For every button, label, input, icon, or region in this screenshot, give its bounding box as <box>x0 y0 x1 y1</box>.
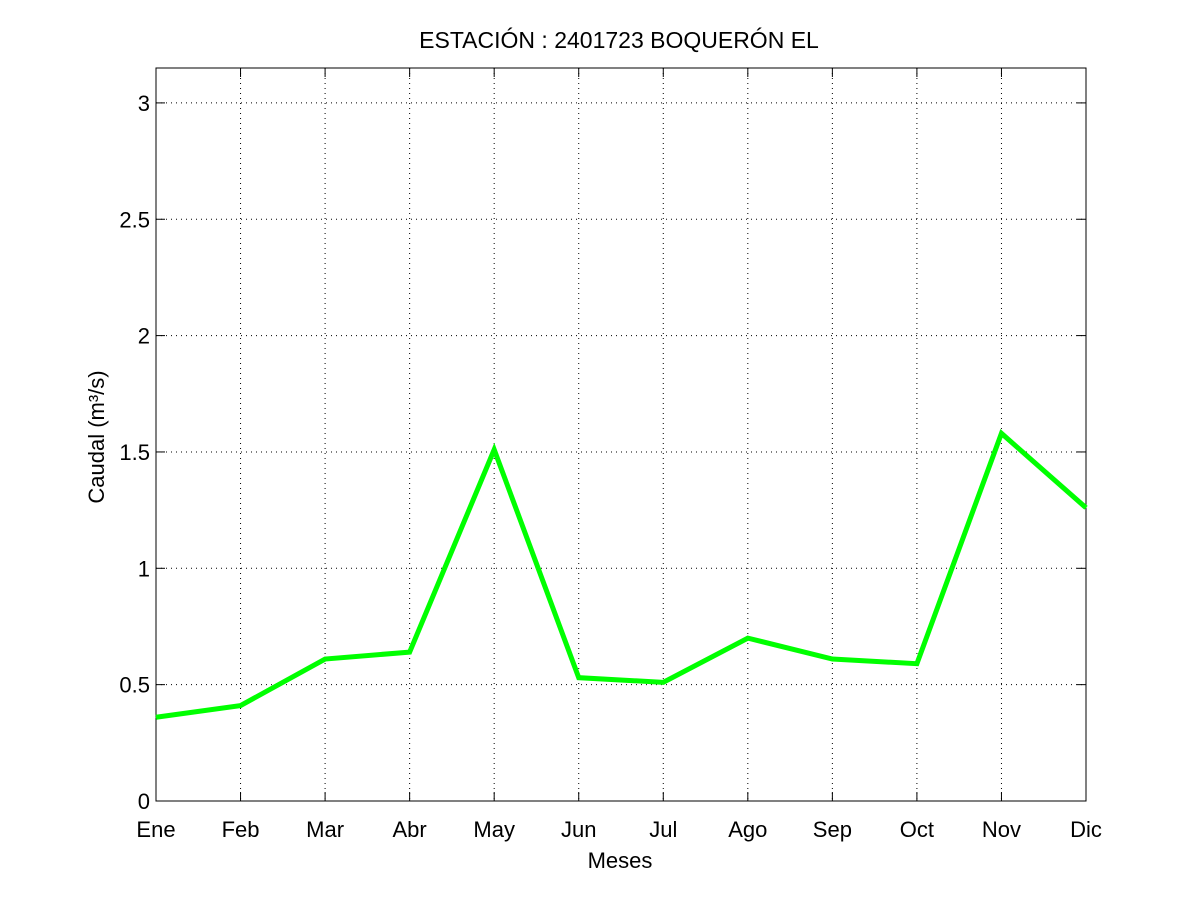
y-tick-label: 0 <box>138 789 150 814</box>
data-point <box>155 716 157 718</box>
y-tick-label: 3 <box>138 91 150 116</box>
x-tick-label: Ago <box>728 817 767 842</box>
data-point <box>1000 432 1002 434</box>
data-point <box>409 651 411 653</box>
x-tick-label: May <box>473 817 515 842</box>
data-point <box>578 677 580 679</box>
series-line <box>155 429 1088 720</box>
data-point <box>831 658 833 660</box>
y-tick-label: 2.5 <box>119 207 150 232</box>
x-tick-label: Abr <box>393 817 427 842</box>
x-tick-label: Mar <box>306 817 344 842</box>
data-point <box>493 449 495 451</box>
grid-lines <box>156 68 1086 801</box>
series-layer <box>155 429 1088 720</box>
data-point <box>747 637 749 639</box>
y-tick-label: 0.5 <box>119 673 150 698</box>
y-tick-labels: 0 0.5 1 1.5 2 2.5 3 <box>119 91 150 814</box>
chart-title: ESTACIÓN : 2401723 BOQUERÓN EL <box>419 27 819 53</box>
y-tick-label: 1.5 <box>119 440 150 465</box>
data-point <box>324 658 326 660</box>
data-point <box>240 705 242 707</box>
x-tick-label: Dic <box>1070 817 1102 842</box>
y-axis-label: Caudal (m³/s) <box>84 370 109 503</box>
x-tick-label: Jun <box>561 817 596 842</box>
x-tick-label: Nov <box>982 817 1021 842</box>
x-tick-label: Ene <box>136 817 175 842</box>
x-tick-label: Oct <box>900 817 934 842</box>
x-axis-label: Meses <box>588 848 653 873</box>
y-tick-label: 2 <box>138 324 150 349</box>
data-point <box>662 681 664 683</box>
data-point <box>916 663 918 665</box>
x-tick-label: Jul <box>649 817 677 842</box>
axis-ticks <box>155 68 1087 802</box>
y-tick-label: 1 <box>138 556 150 581</box>
data-point <box>1085 507 1087 509</box>
x-tick-labels: Ene Feb Mar Abr May Jun Jul Ago Sep Oct Nov Dic <box>136 817 1101 842</box>
x-tick-label: Feb <box>222 817 260 842</box>
x-tick-label: Sep <box>813 817 852 842</box>
plot-area-frame <box>155 67 1087 802</box>
